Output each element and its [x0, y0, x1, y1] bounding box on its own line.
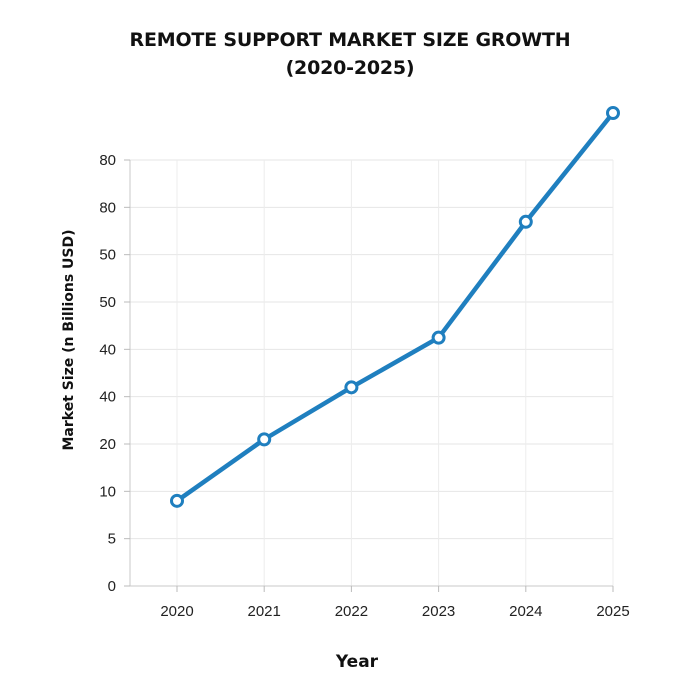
- data-point: [257, 432, 272, 447]
- y-tick-label: 80: [99, 199, 116, 216]
- y-tick-label: 10: [99, 483, 116, 500]
- y-tick-label: 0: [108, 578, 116, 595]
- y-tick-label: 50: [99, 294, 116, 311]
- y-tick-label: 80: [99, 152, 116, 169]
- data-point: [518, 214, 533, 229]
- x-tick-label: 2023: [422, 603, 455, 620]
- chart-title-line-1: REMOTE SUPPORT MARKET SIZE GROWTH: [129, 29, 571, 51]
- x-tick-label: 2022: [335, 603, 368, 620]
- x-tick-label: 2021: [248, 603, 281, 620]
- y-axis-label: Market Size (n Billions USD): [61, 229, 77, 450]
- y-tick-label: 50: [99, 247, 116, 264]
- x-tick-label: 2020: [160, 603, 193, 620]
- y-tick-label: 40: [99, 341, 116, 358]
- x-axis-ticks: 2020 2021 2022 2023 2024 2025: [160, 586, 630, 620]
- data-point: [431, 330, 446, 345]
- x-tick-label: 2024: [509, 603, 542, 620]
- y-tick-label: 20: [99, 436, 116, 453]
- series-group: [170, 106, 620, 508]
- x-tick-label: 2025: [596, 603, 629, 620]
- chart-title: REMOTE SUPPORT MARKET SIZE GROWTH (2020-…: [0, 26, 700, 82]
- axes: [129, 160, 613, 587]
- y-tick-label: 5: [108, 531, 116, 548]
- x-axis-label: Year: [335, 652, 379, 672]
- y-axis-ticks: 0 5 10 20 40 40 50 50 80 80: [99, 152, 130, 595]
- chart-title-line-2: (2020-2025): [285, 57, 415, 79]
- data-point: [344, 380, 359, 395]
- data-point: [170, 493, 184, 508]
- series-line: [174, 110, 616, 504]
- data-point: [606, 106, 620, 120]
- y-tick-label: 40: [99, 389, 116, 406]
- grid-lines: [130, 159, 614, 586]
